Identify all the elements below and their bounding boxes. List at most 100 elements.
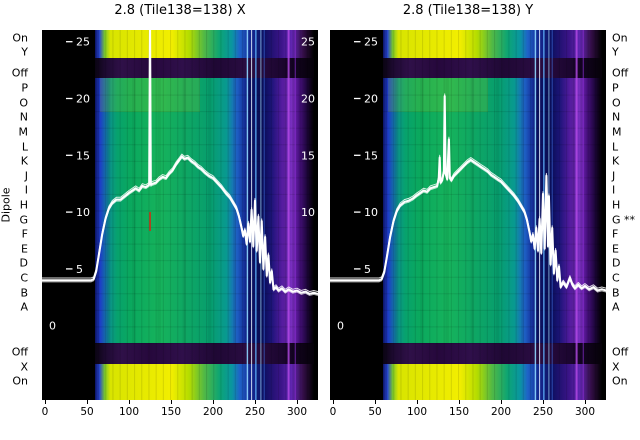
dipole-label-left: O: [19, 96, 28, 110]
bright-channel-line: [575, 30, 578, 400]
dipole-label-left: B: [20, 286, 28, 300]
dipole-label-right: G **: [612, 213, 636, 227]
dipole-label-right: D: [612, 256, 621, 270]
inner-ytick-label: 20: [364, 93, 378, 106]
x-tick-label: 50: [368, 406, 382, 418]
right-dipole-label-column: On Y Off P O N M L K J I H G ** F E D C B A Off X On: [611, 30, 640, 400]
hot-band-top: [95, 30, 314, 58]
x-tick-mark: [333, 400, 334, 404]
inner-right-ytick-label: 20: [301, 93, 315, 106]
dipole-label-right: A: [612, 300, 620, 314]
upper-row-tint: [388, 78, 488, 112]
dipole-label-left: On: [12, 31, 28, 45]
inner-ytick-label: 20: [76, 93, 90, 106]
dipole-label-right: X: [612, 360, 620, 374]
bandpass-line: [42, 30, 318, 296]
x-tick-label: 300: [286, 406, 308, 418]
dipole-label-left: K: [20, 154, 28, 168]
left-dipole-label-column: On Y Off P O N M L K J I H G F E D C B A Off X On: [0, 30, 36, 400]
dipole-label-right: Off: [612, 345, 629, 359]
dipole-label-right: E: [612, 242, 619, 256]
x-tick-label: 250: [244, 406, 266, 418]
x-tick-mark: [129, 400, 130, 404]
x-tick-mark: [543, 400, 544, 404]
dipole-label-right: O: [612, 96, 621, 110]
right-plot-title: 2.8 (Tile138=138) Y: [402, 3, 534, 18]
dipole-label-left: E: [21, 242, 28, 256]
x-tick-label: 200: [490, 406, 512, 418]
bright-channel-line: [246, 30, 249, 400]
dipole-label-left: J: [24, 169, 28, 183]
inner-ytick-label: 15: [76, 149, 90, 162]
x-tick-mark: [213, 400, 214, 404]
hot-band-bottom: [383, 364, 602, 400]
dipole-label-left: M: [18, 125, 29, 139]
inner-ytick-label: 25: [364, 36, 378, 49]
inner-ytick-label: 15: [364, 149, 378, 162]
dipole-label-right: P: [612, 81, 619, 95]
dipole-label-right: I: [612, 183, 616, 197]
inner-ytick-label: 5: [76, 263, 83, 276]
x-tick-label: 150: [160, 406, 182, 418]
dipole-label-left: L: [21, 140, 28, 154]
off-band-bottom: [383, 343, 602, 364]
inner-ytick-zero-label: 0: [337, 320, 344, 333]
x-tick-label: 50: [80, 406, 94, 418]
dipole-label-right: B: [612, 286, 620, 300]
dipole-label-right: M: [612, 125, 622, 139]
bright-channel-line: [263, 30, 265, 400]
dipole-label-right: On: [612, 374, 628, 388]
x-tick-label: 300: [574, 406, 596, 418]
off-band-top: [383, 58, 602, 78]
bright-channel-line: [534, 30, 537, 400]
dipole-label-left: F: [21, 227, 28, 241]
dipole-label-right: C: [612, 271, 620, 285]
dipole-label-right: F: [612, 227, 619, 241]
x-tick-label: 150: [448, 406, 470, 418]
dipole-label-left: H: [19, 198, 28, 212]
inner-ytick-label: 5: [364, 263, 371, 276]
bandpass-heatmap-x-pol: 25 20 15 10 5 0 25 20 15 10: [42, 30, 318, 400]
x-tick-mark: [375, 400, 376, 404]
dipole-label-left: N: [19, 110, 28, 124]
inner-right-ytick-label: 15: [301, 149, 315, 162]
flagged-channel-marker: [149, 212, 151, 231]
hot-band-bottom: [95, 364, 314, 400]
x-tick-mark: [171, 400, 172, 404]
dipole-label-right: N: [612, 110, 621, 124]
dipole-label-right: L: [612, 140, 619, 154]
x-tick-mark: [255, 400, 256, 404]
dipole-label-right: On: [612, 31, 628, 45]
dipole-label-right: Off: [612, 66, 629, 80]
dipole-label-right: K: [612, 154, 620, 168]
dipole-label-left: P: [21, 81, 28, 95]
bright-channel-line: [551, 30, 553, 400]
dipole-label-left: G: [19, 213, 28, 227]
x-tick-label: 250: [532, 406, 554, 418]
x-tick-mark: [87, 400, 88, 404]
off-band-bottom: [95, 343, 314, 364]
dipole-label-left: Off: [11, 345, 28, 359]
inner-right-ytick-label: 10: [301, 206, 315, 219]
bright-channel-line: [539, 30, 541, 400]
x-tick-label: 100: [406, 406, 428, 418]
dipole-label-right: Y: [612, 45, 619, 59]
bandpass-heatmap-y-pol: 25 20 15 10 5 0: [330, 30, 606, 400]
x-tick-label: 0: [41, 406, 49, 418]
bandpass-line: [42, 30, 318, 293]
dipole-label-left: A: [20, 300, 28, 314]
x-tick-mark: [585, 400, 586, 404]
main-heatmap: [95, 78, 314, 343]
x-tick-mark: [459, 400, 460, 404]
dipole-label-left: On: [12, 374, 28, 388]
main-heatmap: [383, 78, 602, 343]
x-tick-mark: [417, 400, 418, 404]
hot-band-top: [383, 30, 602, 58]
dipole-label-right: J: [612, 169, 616, 183]
inner-ytick-label: 10: [364, 206, 378, 219]
x-tick-label: 0: [329, 406, 337, 418]
x-tick-mark: [501, 400, 502, 404]
dipole-label-left: X: [20, 360, 28, 374]
bright-channel-line: [582, 30, 584, 400]
